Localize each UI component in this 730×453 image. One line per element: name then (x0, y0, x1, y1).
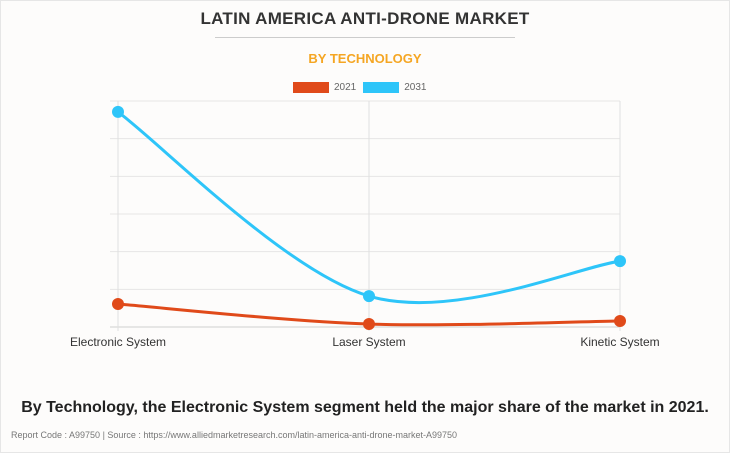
legend-item-2031[interactable]: 2031 (363, 81, 427, 93)
legend-label-2031: 2031 (404, 81, 427, 93)
chart-subtitle: BY TECHNOLOGY (308, 51, 422, 66)
chart-caption: By Technology, the Electronic System seg… (21, 399, 709, 416)
x-axis-labels: Electronic System Laser System Kinetic Sys… (70, 335, 660, 349)
data-point-2021-electronic-system[interactable] (112, 298, 124, 311)
data-point-2031-laser-system[interactable] (363, 290, 375, 303)
x-tick-label: Electronic System (70, 335, 166, 349)
legend: 2021 2031 (293, 81, 434, 93)
series-layer (112, 105, 626, 330)
data-point-2021-laser-system[interactable] (363, 317, 375, 330)
legend-swatch-2021 (293, 81, 329, 93)
series-2021 (112, 298, 626, 330)
legend-item-2021[interactable]: 2021 (293, 81, 357, 93)
chart-title: LATIN AMERICA ANTI-DRONE MARKET (200, 9, 530, 28)
legend-swatch-2031 (363, 81, 400, 93)
legend-label-2021: 2021 (334, 81, 357, 93)
source-note: Report Code : A99750 | Source : https://… (11, 430, 458, 440)
title-divider (215, 37, 515, 38)
series-2031 (112, 105, 626, 305)
x-tick-label: Laser System (332, 335, 405, 349)
data-point-2031-electronic-system[interactable] (112, 105, 124, 118)
data-point-2031-kinetic-system[interactable] (614, 255, 626, 268)
data-point-2021-kinetic-system[interactable] (614, 314, 626, 327)
x-tick-label: Kinetic System (580, 335, 659, 349)
